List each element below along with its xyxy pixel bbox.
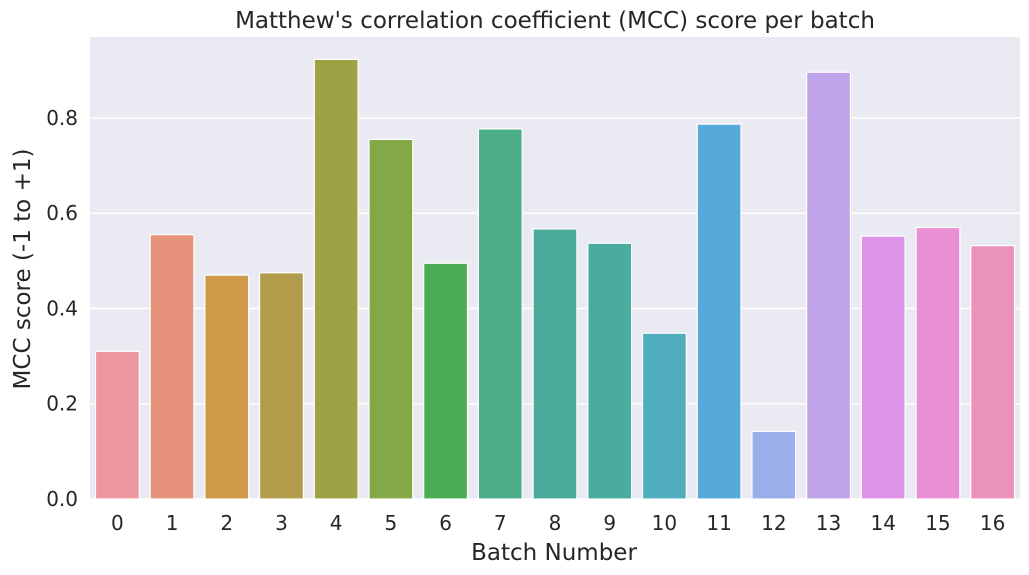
bar-batch-5: [368, 138, 414, 500]
bar-batch-9: [587, 242, 633, 500]
x-tick-label: 15: [925, 511, 950, 535]
x-tick-label: 6: [439, 511, 452, 535]
bar-batch-7: [477, 128, 523, 500]
bar-batch-3: [258, 272, 304, 500]
y-tick-label: 0.6: [46, 201, 78, 225]
bar-batch-10: [641, 332, 687, 500]
x-axis-label: Batch Number: [471, 540, 637, 566]
x-tick-label: 9: [603, 511, 616, 535]
bar-batch-16: [970, 245, 1016, 500]
x-tick-label: 11: [706, 511, 731, 535]
x-tick-label: 8: [549, 511, 562, 535]
chart-title: Matthew's correlation coefficient (MCC) …: [235, 8, 875, 34]
bar-batch-1: [149, 234, 195, 500]
x-tick-label: 14: [871, 511, 896, 535]
y-ticks: 0.0 0.2 0.4 0.6 0.8: [46, 106, 78, 511]
y-axis-label: MCC score (-1 to +1): [10, 149, 36, 390]
x-tick-label: 10: [652, 511, 677, 535]
x-tick-label: 1: [166, 511, 179, 535]
y-tick-label: 0.4: [46, 296, 78, 320]
bars: [94, 58, 1016, 500]
bar-batch-0: [94, 350, 140, 500]
x-tick-label: 13: [816, 511, 841, 535]
bar-batch-14: [860, 235, 906, 500]
x-tick-label: 3: [275, 511, 288, 535]
bar-batch-2: [204, 274, 250, 500]
bar-batch-15: [915, 226, 961, 500]
x-tick-label: 5: [385, 511, 398, 535]
x-ticks: 0 1 2 3 4 5 6 7 8 9 10 11 12 13 14 15 16: [111, 511, 1005, 535]
bar-batch-13: [806, 71, 852, 500]
bar-batch-8: [532, 228, 578, 500]
y-tick-label: 0.0: [46, 487, 78, 511]
bar-batch-6: [423, 262, 469, 500]
y-tick-label: 0.8: [46, 106, 78, 130]
x-tick-label: 4: [330, 511, 343, 535]
x-tick-label: 12: [761, 511, 786, 535]
bar-batch-12: [751, 430, 797, 500]
bar-batch-11: [696, 123, 742, 500]
bar-batch-4: [313, 58, 359, 500]
x-tick-label: 7: [494, 511, 507, 535]
x-tick-label: 2: [220, 511, 233, 535]
y-tick-label: 0.2: [46, 392, 78, 416]
x-tick-label: 16: [980, 511, 1005, 535]
x-tick-label: 0: [111, 511, 124, 535]
